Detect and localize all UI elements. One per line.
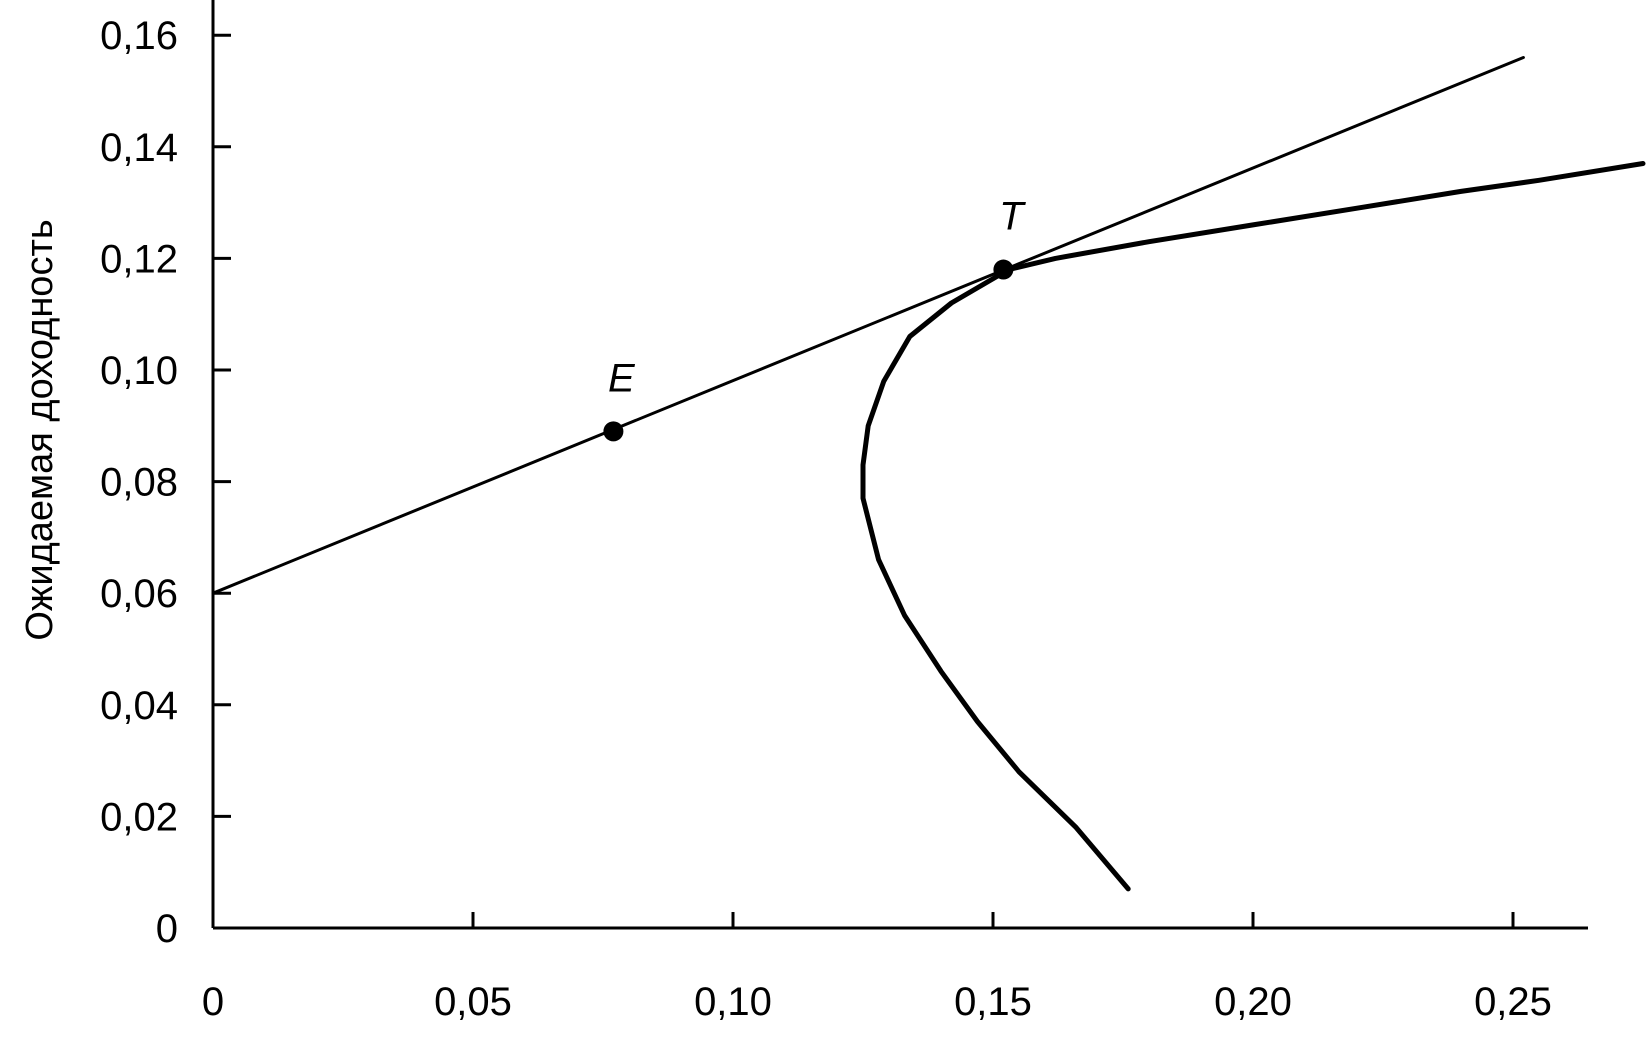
axes xyxy=(211,0,1588,930)
y-tick-label: 0 xyxy=(156,907,178,951)
point-t-label: T xyxy=(999,195,1026,239)
efficient-frontier xyxy=(860,161,1646,892)
y-ticks: 0 0,02 0,04 0,06 0,08 0,10 0,12 0,14 0,16 xyxy=(100,14,231,951)
x-tick-label: 0,25 xyxy=(1474,980,1552,1024)
series-layer xyxy=(211,56,1646,892)
points-layer: ET xyxy=(603,195,1026,442)
y-axis-label: Ожидаемая доходность xyxy=(19,219,61,640)
point-e-marker xyxy=(603,421,624,442)
y-tick-label: 0,04 xyxy=(100,684,178,728)
capital-market-line xyxy=(211,56,1525,595)
x-tick-label: 0 xyxy=(202,980,224,1024)
y-tick-label: 0,14 xyxy=(100,126,178,170)
point-t-marker xyxy=(993,259,1014,280)
y-tick-label: 0,16 xyxy=(100,14,178,58)
x-tick-label: 0,15 xyxy=(954,980,1032,1024)
y-tick-label: 0,06 xyxy=(100,572,178,616)
x-tick-label: 0,10 xyxy=(694,980,772,1024)
x-ticks: 0 0,05 0,10 0,15 0,20 0,25 xyxy=(202,912,1552,1024)
point-e-label: E xyxy=(608,356,636,400)
x-tick-label: 0,05 xyxy=(434,980,512,1024)
y-tick-label: 0,10 xyxy=(100,349,178,393)
y-tick-label: 0,08 xyxy=(100,461,178,505)
y-tick-label: 0,02 xyxy=(100,795,178,839)
y-tick-label: 0,12 xyxy=(100,237,178,281)
x-tick-label: 0,20 xyxy=(1214,980,1292,1024)
